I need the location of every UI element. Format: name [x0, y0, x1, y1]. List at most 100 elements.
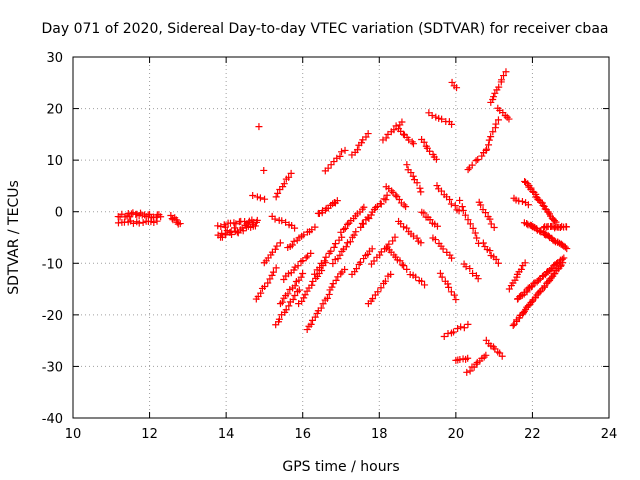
- data-point: [553, 259, 561, 267]
- data-point: [311, 223, 319, 231]
- data-point: [290, 237, 298, 245]
- data-point: [239, 227, 247, 235]
- y-tick-label: 0: [55, 206, 63, 221]
- x-tick-label: 10: [65, 427, 82, 442]
- data-point: [400, 223, 408, 231]
- data-point: [473, 234, 481, 242]
- data-point: [350, 231, 358, 239]
- data-point: [563, 245, 571, 253]
- data-point: [352, 265, 360, 273]
- data-point: [329, 260, 337, 268]
- data-point: [433, 182, 441, 190]
- data-point: [308, 281, 316, 289]
- data-point: [454, 325, 462, 333]
- data-point: [282, 306, 290, 314]
- data-point: [322, 253, 330, 261]
- data-point: [498, 76, 506, 84]
- data-point: [381, 277, 389, 285]
- data-point: [539, 201, 547, 209]
- data-point: [257, 289, 265, 297]
- data-point: [469, 269, 477, 277]
- data-point: [249, 192, 257, 200]
- data-point: [458, 203, 466, 211]
- data-point: [340, 225, 348, 233]
- data-point: [463, 368, 471, 376]
- data-point: [360, 203, 368, 211]
- data-point: [276, 239, 284, 247]
- data-point: [403, 224, 411, 232]
- data-point: [431, 236, 439, 244]
- data-point: [412, 273, 420, 281]
- data-point: [558, 255, 566, 263]
- data-point: [437, 187, 445, 195]
- data-point: [560, 254, 568, 262]
- data-point: [444, 280, 452, 288]
- data-point: [370, 257, 378, 265]
- data-point: [396, 257, 404, 265]
- data-point: [272, 264, 280, 272]
- data-point: [295, 286, 303, 294]
- data-point: [232, 220, 240, 228]
- data-point: [280, 180, 288, 188]
- data-point: [342, 243, 350, 251]
- data-point: [407, 169, 415, 177]
- data-point: [341, 224, 349, 232]
- data-point: [341, 265, 349, 273]
- data-point: [409, 140, 417, 148]
- data-point: [472, 157, 480, 165]
- data-point: [426, 147, 434, 155]
- data-point: [382, 134, 390, 142]
- data-point: [489, 128, 497, 136]
- data-point: [418, 277, 426, 285]
- data-point: [376, 251, 384, 259]
- data-point: [325, 290, 333, 298]
- data-point: [301, 291, 309, 299]
- scatter-series-sdtvar: [114, 68, 571, 376]
- data-point: [303, 326, 311, 334]
- data-point: [479, 239, 487, 247]
- data-point: [294, 262, 302, 270]
- data-point: [291, 282, 299, 290]
- data-point: [433, 222, 441, 230]
- data-point: [447, 200, 455, 208]
- data-point: [486, 247, 494, 255]
- data-point: [316, 264, 324, 272]
- data-point: [324, 164, 332, 172]
- data-point: [260, 166, 268, 174]
- data-point: [139, 219, 147, 226]
- data-point: [487, 133, 495, 141]
- data-point: [333, 197, 341, 205]
- y-tick-label: -20: [42, 309, 63, 324]
- data-point: [135, 219, 143, 227]
- data-point: [438, 115, 446, 123]
- data-point: [485, 136, 493, 144]
- data-point: [448, 254, 456, 262]
- data-point: [469, 224, 477, 232]
- data-point: [521, 259, 529, 267]
- data-point: [278, 298, 286, 306]
- x-tick-label: 14: [218, 427, 235, 442]
- y-tick-label: 10: [46, 154, 63, 169]
- data-point: [271, 215, 279, 223]
- data-point: [398, 118, 406, 126]
- x-tick-label: 22: [524, 427, 541, 442]
- data-point: [500, 72, 508, 80]
- data-point: [253, 193, 261, 201]
- x-tick-label: 20: [448, 427, 465, 442]
- grid: [73, 57, 609, 418]
- data-point: [176, 220, 184, 228]
- data-point: [409, 232, 417, 240]
- data-point: [406, 271, 414, 279]
- data-point: [330, 243, 338, 251]
- data-point: [400, 262, 408, 270]
- data-point: [492, 255, 500, 263]
- data-point: [561, 243, 569, 251]
- data-point: [274, 189, 282, 197]
- data-point: [464, 354, 472, 362]
- data-point: [498, 352, 506, 360]
- data-point: [251, 222, 259, 230]
- data-point: [218, 229, 226, 237]
- data-point: [450, 291, 458, 299]
- data-point: [417, 239, 425, 247]
- data-point: [302, 254, 310, 262]
